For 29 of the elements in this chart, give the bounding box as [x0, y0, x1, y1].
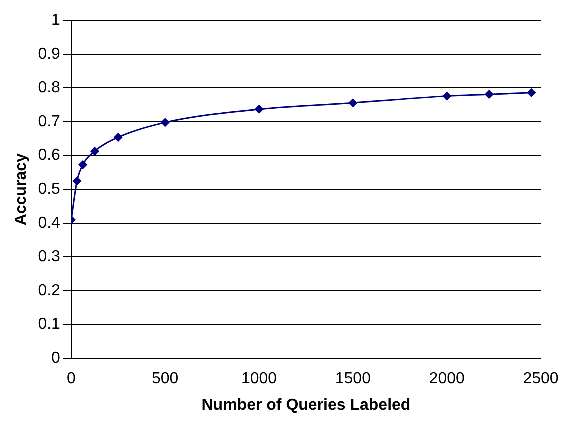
point [73, 176, 82, 186]
y-tick-label: 0.3 [38, 248, 61, 266]
y-tick-label: 0.8 [38, 80, 61, 97]
x-tick-label: 1500 [335, 370, 372, 388]
point [78, 160, 88, 170]
y-tick-label: 0.7 [38, 113, 61, 130]
y-tick-label: 0.4 [38, 214, 61, 232]
point [255, 105, 264, 114]
x-tick-label: 1000 [241, 370, 278, 388]
y-tick-label: 0.9 [38, 46, 61, 63]
y-tick-label: 0.5 [38, 181, 61, 198]
point [442, 92, 452, 101]
x-axis-title: Number of Queries Labeled [202, 396, 411, 414]
point [348, 98, 358, 108]
y-tick-label: 0.1 [38, 316, 61, 334]
y-tick-label: 0.6 [38, 147, 61, 164]
point [114, 133, 123, 142]
point [485, 90, 494, 99]
point [90, 147, 100, 156]
x-tick-label: 2000 [429, 370, 465, 388]
y-axis-title: Accuracy [13, 153, 30, 226]
x-tick-label: 500 [152, 370, 179, 388]
y-tick-label: 0.2 [38, 282, 61, 300]
y-tick-label: 0 [52, 350, 61, 368]
x-tick-label: 2500 [523, 370, 559, 388]
y-tick-label: 1 [52, 12, 61, 30]
point [161, 118, 170, 127]
point [527, 88, 536, 98]
x-tick-label: 0 [66, 370, 76, 388]
